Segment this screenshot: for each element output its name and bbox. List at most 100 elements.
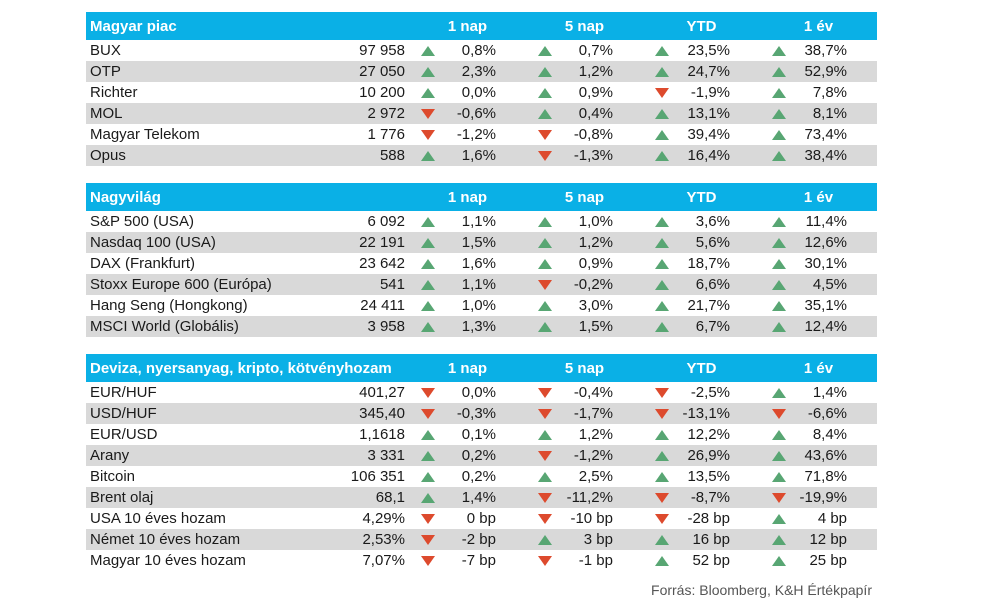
change-value: 1,0% xyxy=(578,213,613,230)
change-value: 12,4% xyxy=(790,316,878,337)
instrument-value: 2 972 xyxy=(321,103,409,124)
instrument-name: MOL xyxy=(86,103,321,124)
section-title: Nagyvilág xyxy=(86,183,409,211)
change-value: -1,2% xyxy=(456,126,496,143)
instrument-name: DAX (Frankfurt) xyxy=(90,255,196,272)
change-value: -0,6% xyxy=(439,103,526,124)
triangle-down-icon xyxy=(538,493,552,504)
change-value: 1,6% xyxy=(439,145,526,166)
change-value: -0,3% xyxy=(439,403,526,424)
triangle-up-icon xyxy=(772,238,786,249)
triangle-up-icon xyxy=(421,430,435,441)
triangle-up-icon xyxy=(655,238,669,249)
triangle-down-icon xyxy=(538,151,552,162)
change-value: 2,5% xyxy=(578,468,613,485)
triangle-down-icon xyxy=(655,514,669,525)
instrument-value: 68,1 xyxy=(321,487,409,508)
triangle-down-icon xyxy=(538,130,552,141)
change-value: 16 bp xyxy=(673,529,760,550)
table-row: Arany 3 331 0,2% -1,2% 26,9% 43,6% xyxy=(86,445,878,466)
triangle-up-icon xyxy=(772,535,786,546)
change-value: 1,6% xyxy=(461,255,496,272)
triangle-up-icon xyxy=(538,238,552,249)
column-header: 5 nap xyxy=(526,12,643,40)
triangle-down-icon xyxy=(538,280,552,291)
triangle-up-icon xyxy=(421,301,435,312)
triangle-up-icon xyxy=(772,388,786,399)
instrument-name: USA 10 éves hozam xyxy=(90,510,226,527)
triangle-up-icon xyxy=(421,259,435,270)
instrument-value: 97 958 xyxy=(359,42,405,59)
triangle-up-icon xyxy=(538,259,552,270)
triangle-up-icon xyxy=(421,88,435,99)
change-value: 0,9% xyxy=(578,255,613,272)
instrument-value: 588 xyxy=(321,145,409,166)
change-value: 52 bp xyxy=(692,552,730,569)
instrument-value: 7,07% xyxy=(362,552,405,569)
triangle-down-icon xyxy=(538,388,552,399)
table-row: MOL 2 972 -0,6% 0,4% 13,1% 8,1% xyxy=(86,103,878,124)
change-value: -0,8% xyxy=(573,126,613,143)
table-row: OTP 27 050 2,3% 1,2% 24,7% 52,9% xyxy=(86,61,878,82)
change-value: 3,6% xyxy=(695,213,730,230)
triangle-up-icon xyxy=(655,217,669,228)
instrument-value: 27 050 xyxy=(321,61,409,82)
triangle-up-icon xyxy=(655,301,669,312)
triangle-up-icon xyxy=(655,130,669,141)
triangle-down-icon xyxy=(421,556,435,567)
column-header: YTD xyxy=(643,183,760,211)
instrument-value: 10 200 xyxy=(359,84,405,101)
triangle-up-icon xyxy=(772,322,786,333)
triangle-up-icon xyxy=(655,322,669,333)
table-row: Stoxx Europe 600 (Európa) 541 1,1% -0,2% 6,6… xyxy=(86,274,878,295)
table-row: Német 10 éves hozam 2,53% -2 bp 3 bp 16 bp 12… xyxy=(86,529,878,550)
triangle-up-icon xyxy=(538,535,552,546)
triangle-up-icon xyxy=(772,301,786,312)
triangle-up-icon xyxy=(772,259,786,270)
table-row: USD/HUF 345,40 -0,3% -1,7% -13,1% -6,6% xyxy=(86,403,878,424)
instrument-name: Nasdaq 100 (USA) xyxy=(86,232,321,253)
instrument-name: Opus xyxy=(86,145,321,166)
section-gap xyxy=(86,337,877,354)
table-row: Hang Seng (Hongkong) 24 411 1,0% 3,0% 21,7% 3… xyxy=(86,295,877,316)
instrument-value: 401,27 xyxy=(359,384,405,401)
change-value: 1,4% xyxy=(439,487,526,508)
instrument-value: 1,1618 xyxy=(359,426,405,443)
instrument-name: Stoxx Europe 600 (Európa) xyxy=(86,274,321,295)
change-value: 3 bp xyxy=(556,529,643,550)
table-row: DAX (Frankfurt) 23 642 1,6% 0,9% 18,7% 30,1% xyxy=(86,253,877,274)
source-note: Forrás: Bloomberg, K&H Értékpapír xyxy=(651,582,872,598)
change-value: 2,3% xyxy=(439,61,526,82)
change-value: -10 bp xyxy=(570,510,613,527)
triangle-up-icon xyxy=(655,280,669,291)
section-title: Deviza, nyersanyag, kripto, kötvényhozam xyxy=(86,354,409,382)
change-value: 1,2% xyxy=(578,426,613,443)
change-value: 71,8% xyxy=(804,468,848,485)
change-value: 1,2% xyxy=(556,232,643,253)
change-value: 0,0% xyxy=(461,84,496,101)
instrument-name: Hang Seng (Hongkong) xyxy=(90,297,248,314)
change-value: -0,2% xyxy=(556,274,643,295)
instrument-name: USD/HUF xyxy=(86,403,321,424)
triangle-up-icon xyxy=(421,493,435,504)
triangle-up-icon xyxy=(772,46,786,57)
column-header: 1 nap xyxy=(409,354,526,382)
instrument-value: 6 092 xyxy=(367,213,405,230)
change-value: 35,1% xyxy=(804,297,848,314)
market-table: Magyar piac 1 nap 5 nap YTD 1 év BUX 97 958 0,8… xyxy=(86,12,878,571)
change-value: 4,5% xyxy=(790,274,878,295)
change-value: 0,0% xyxy=(461,384,496,401)
triangle-up-icon xyxy=(421,46,435,57)
market-summary: Magyar piac 1 nap 5 nap YTD 1 év BUX 97 958 0,8… xyxy=(86,12,878,571)
instrument-value: 541 xyxy=(321,274,409,295)
triangle-up-icon xyxy=(772,514,786,525)
column-header: YTD xyxy=(643,354,760,382)
change-value: 43,6% xyxy=(790,445,878,466)
table-row: USA 10 éves hozam 4,29% 0 bp -10 bp -28 bp 4 … xyxy=(86,508,877,529)
change-value: 3,0% xyxy=(578,297,613,314)
change-value: 8,4% xyxy=(812,426,848,443)
instrument-name: Bitcoin xyxy=(90,468,136,485)
change-value: -1,2% xyxy=(556,445,643,466)
instrument-value: 3 958 xyxy=(321,316,409,337)
change-value: -2,5% xyxy=(690,384,730,401)
